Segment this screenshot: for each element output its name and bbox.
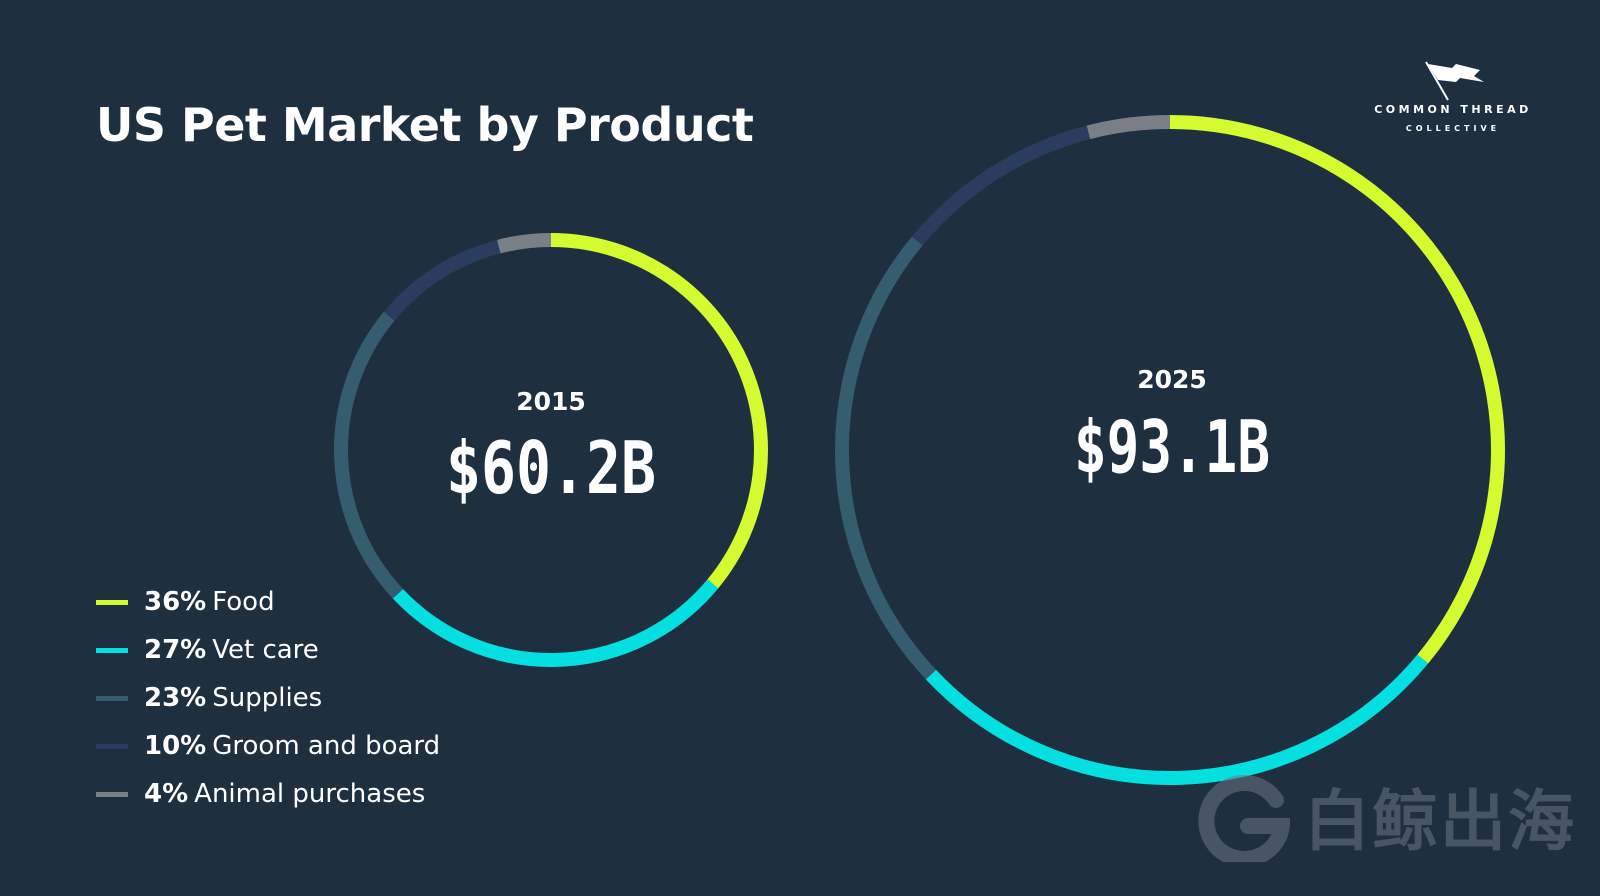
legend-label: Food <box>212 587 275 617</box>
legend-label: Supplies <box>212 683 323 713</box>
legend-item-food: 36% Food <box>96 578 440 626</box>
donut-year-label: 2015 <box>516 387 586 416</box>
donut-segment-supplies-2025 <box>835 236 937 680</box>
legend-percent: 36% <box>144 587 207 617</box>
donut-segment-food-2015 <box>550 233 768 589</box>
legend-label: Groom and board <box>212 731 441 761</box>
donut-segment-vet-care-2015 <box>392 579 719 667</box>
legend-item-vet-care: 27% Vet care <box>96 626 440 674</box>
legend-swatch <box>96 647 128 653</box>
donut-segment-vet-care-2025 <box>925 654 1429 785</box>
brand-logo: COMMON THREAD COLLECTIVE <box>1368 60 1568 140</box>
donut-segment-animal-purchases-2025 <box>1086 115 1171 140</box>
legend-percent: 10% <box>144 731 207 761</box>
legend-item-supplies: 23% Supplies <box>96 674 440 722</box>
donut-segment-groom-and-board-2025 <box>911 125 1091 246</box>
donut-segment-food-2025 <box>1169 115 1505 664</box>
flag-icon <box>1425 61 1484 101</box>
donut-year-label: 2025 <box>1137 365 1207 394</box>
g-logo-icon <box>1198 775 1290 862</box>
legend-percent: 4% <box>144 779 189 809</box>
logo-wordmark: COMMON THREAD <box>1374 103 1532 116</box>
page-title: US Pet Market by Product <box>96 98 754 152</box>
chart-legend: 36% Food 27% Vet care 23% Supplies 10% Groom an… <box>96 578 440 818</box>
legend-swatch <box>96 599 128 605</box>
donut-total-value: $93.1B <box>1074 405 1270 489</box>
watermark: 白鲸出海 <box>1198 768 1576 864</box>
donut-segment-supplies-2015 <box>334 311 404 599</box>
legend-swatch <box>96 695 128 701</box>
legend-label: Vet care <box>212 635 319 665</box>
legend-item-groom-and-board: 10% Groom and board <box>96 722 440 770</box>
watermark-text: 白鲸出海 <box>1304 783 1576 860</box>
legend-swatch <box>96 743 128 749</box>
legend-percent: 27% <box>144 635 207 665</box>
logo-subtitle: COLLECTIVE <box>1405 124 1501 133</box>
legend-label: Animal purchases <box>194 779 426 809</box>
donut-segment-animal-purchases-2015 <box>497 233 552 254</box>
donut-total-value: $60.2B <box>446 426 656 510</box>
donut-segment-groom-and-board-2015 <box>383 239 501 321</box>
donut-2025: 2025 $93.1B <box>835 115 1505 785</box>
donut-2015: 2015 $60.2B <box>334 233 768 667</box>
legend-swatch <box>96 791 128 797</box>
legend-item-animal-purchases: 4% Animal purchases <box>96 770 440 818</box>
legend-percent: 23% <box>144 683 207 713</box>
